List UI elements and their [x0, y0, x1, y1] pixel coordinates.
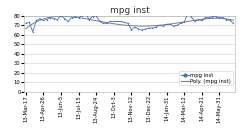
- Poly. (mpg inst): [156, 25, 158, 26]
- Poly. (mpg inst): [232, 20, 235, 21]
- Poly. (mpg inst): [175, 22, 178, 24]
- mpg inst: [81, 15, 84, 17]
- Poly. (mpg inst): [107, 22, 110, 24]
- mpg inst: [84, 13, 87, 15]
- Poly. (mpg inst): [176, 22, 179, 24]
- mpg inst: [91, 16, 94, 17]
- mpg inst: [232, 23, 235, 24]
- Line: mpg inst: mpg inst: [25, 13, 234, 33]
- mpg inst: [162, 25, 164, 27]
- mpg inst: [63, 18, 66, 19]
- mpg inst: [31, 31, 34, 33]
- Poly. (mpg inst): [49, 16, 52, 18]
- mpg inst: [102, 23, 105, 24]
- Poly. (mpg inst): [61, 15, 64, 17]
- mpg inst: [24, 23, 27, 24]
- mpg inst: [98, 21, 101, 22]
- Poly. (mpg inst): [92, 20, 95, 21]
- Line: Poly. (mpg inst): Poly. (mpg inst): [26, 16, 234, 29]
- Poly. (mpg inst): [24, 28, 27, 29]
- Legend: mpg inst, Poly. (mpg inst): mpg inst, Poly. (mpg inst): [179, 71, 233, 85]
- Title: mpg inst: mpg inst: [110, 6, 150, 15]
